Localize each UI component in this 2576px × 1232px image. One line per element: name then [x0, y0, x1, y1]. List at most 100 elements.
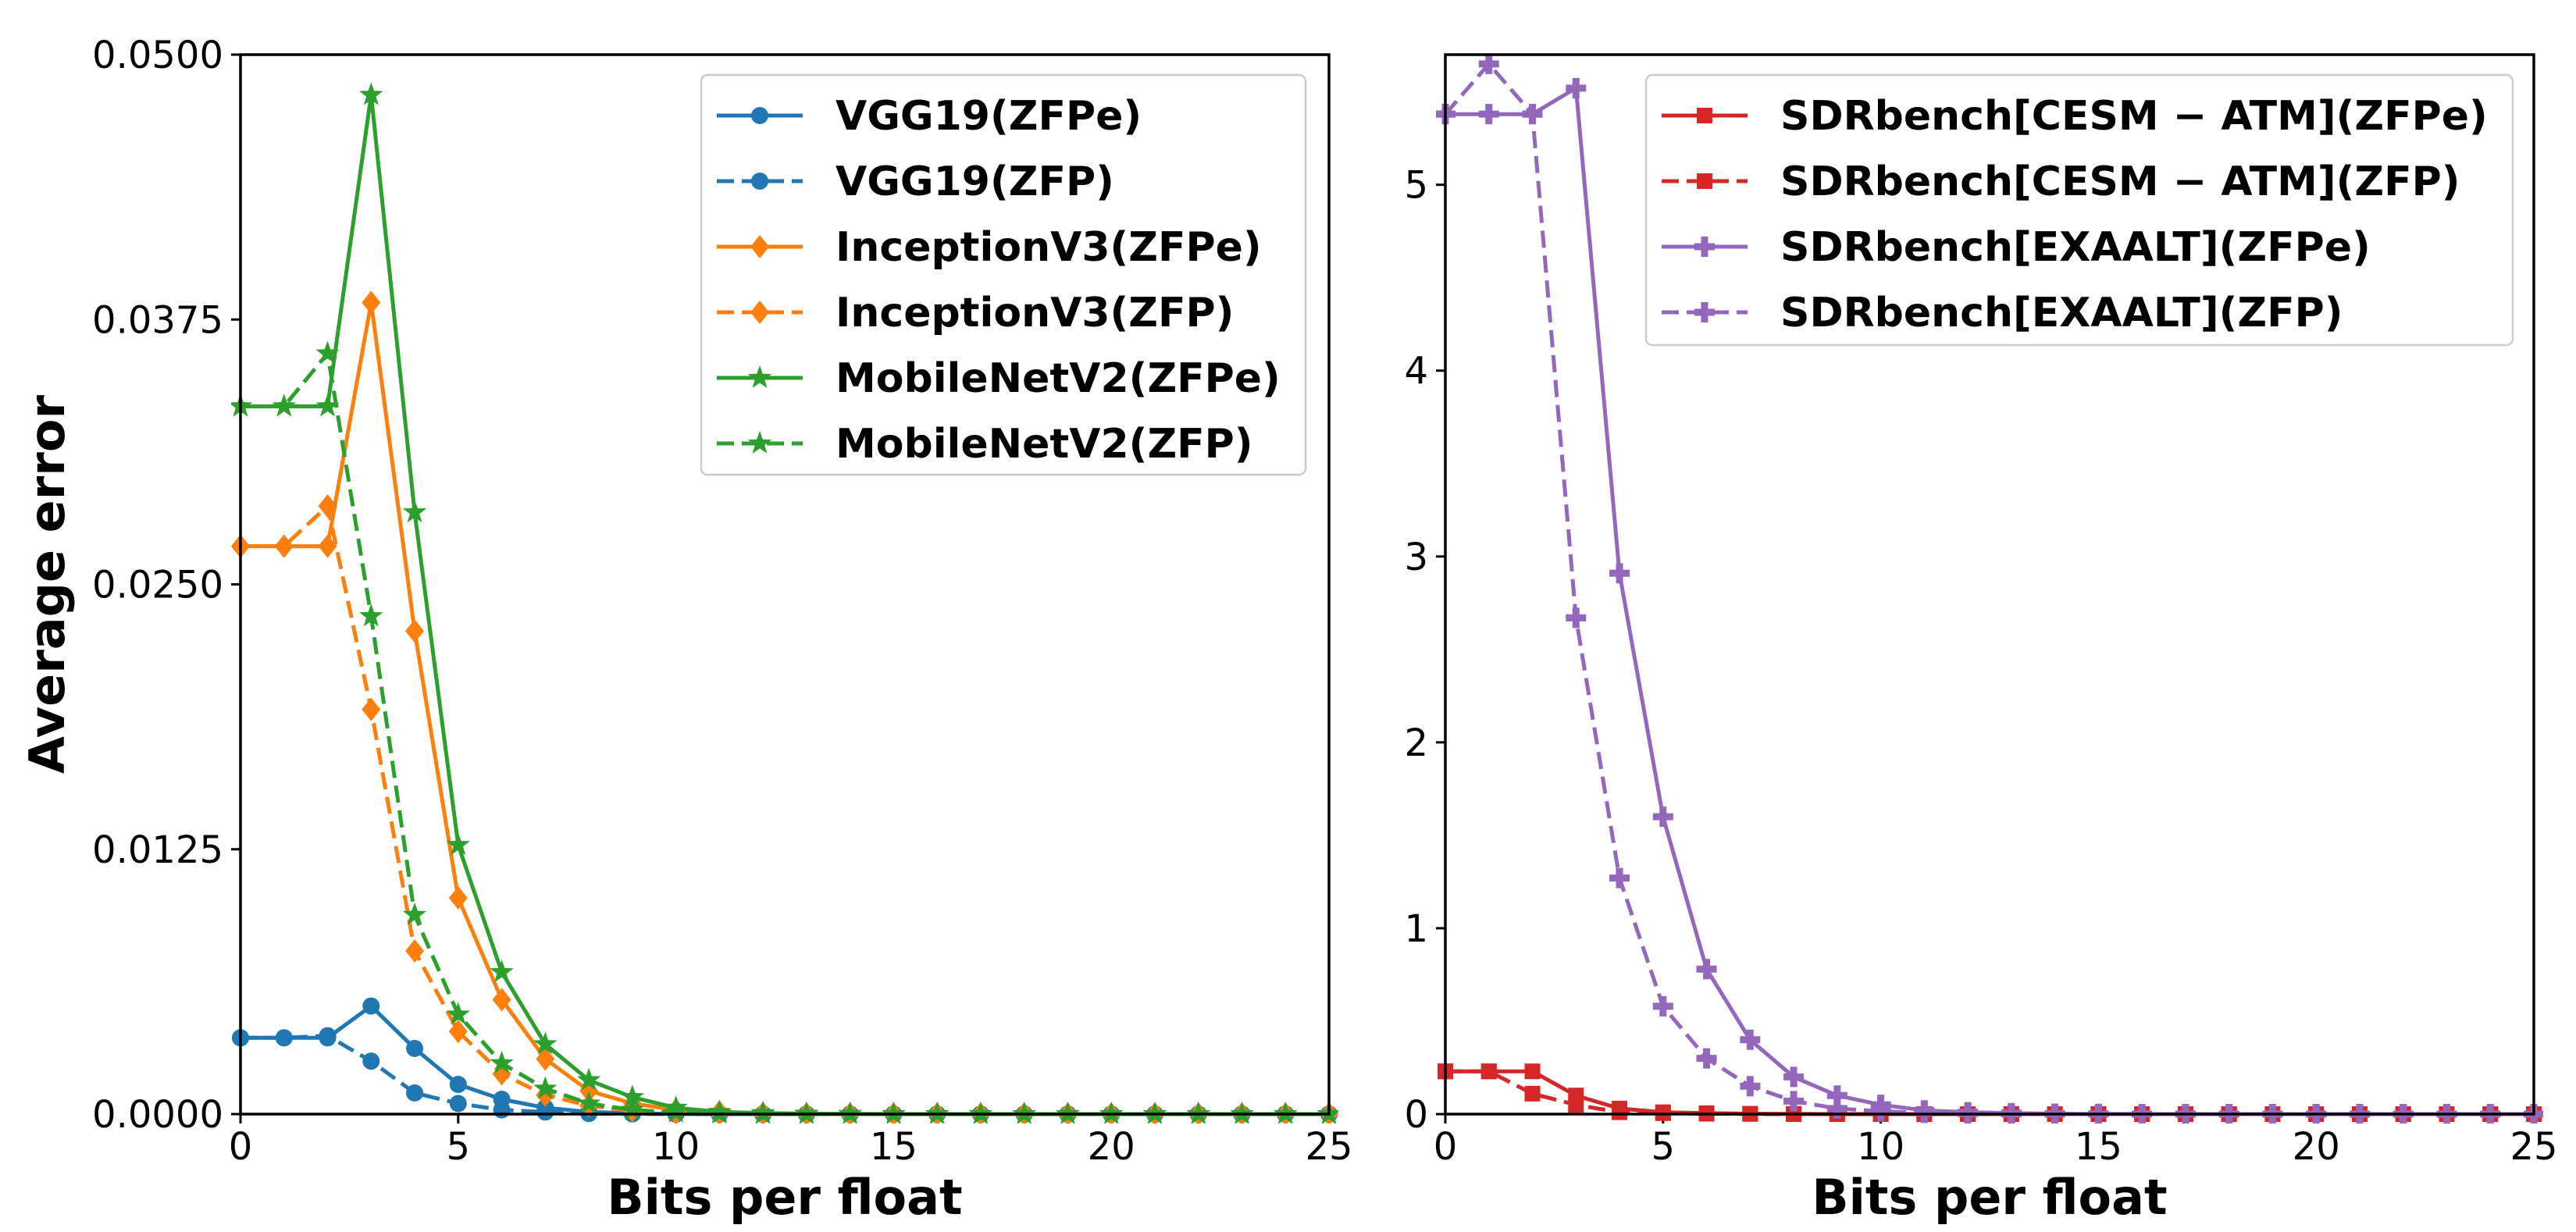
y-tick-label: 0.0375: [92, 298, 223, 342]
series-2: [232, 1027, 1338, 1123]
legend: SDRbench[CESM − ATM](ZFPe) SDRbench[CESM …: [1644, 73, 2514, 347]
data-point: [490, 1050, 514, 1074]
data-point: [1186, 1102, 1210, 1123]
data-point: [925, 1102, 950, 1123]
series-line: [1445, 1069, 2534, 1116]
y-tick-label: 0.0000: [92, 1093, 223, 1137]
legend-label: SDRbench[CESM − ATM](ZFPe): [1780, 93, 2488, 140]
data-point: [1652, 995, 1673, 1017]
data-point: [1870, 1101, 1891, 1122]
legend-item: VGG19(ZFP): [717, 158, 1114, 205]
data-point: [449, 1076, 467, 1094]
data-point: [1783, 1066, 1805, 1088]
data-point: [1142, 1102, 1167, 1123]
data-point: [448, 886, 468, 910]
data-point: [536, 1047, 555, 1071]
legend-marker: [747, 365, 772, 388]
data-point: [1522, 104, 1543, 125]
data-point: [750, 1101, 775, 1123]
data-point: [1478, 104, 1499, 125]
data-point: [1478, 53, 1499, 74]
data-point: [1480, 1063, 1497, 1080]
legend-item: SDRbench[EXAALT](ZFPe): [1662, 224, 2371, 271]
y-tick-label: 0.0250: [92, 564, 223, 607]
legend-label: SDRbench[EXAALT](ZFP): [1780, 290, 2343, 336]
x-tick-label: 20: [2293, 1125, 2340, 1169]
data-point: [620, 1097, 645, 1120]
y-tick-label: 5: [1404, 164, 1428, 208]
data-point: [315, 340, 340, 364]
data-point: [1696, 1048, 1717, 1069]
plot-frame: [239, 53, 1331, 1116]
data-point: [405, 619, 425, 643]
x-axis-label: Bits per float: [607, 1169, 962, 1226]
data-point: [406, 1039, 424, 1057]
legend-label: VGG19(ZFP): [836, 158, 1114, 205]
y-tick-label: 3: [1404, 536, 1428, 579]
data-point: [1566, 607, 1587, 628]
data-point: [275, 1029, 293, 1047]
data-point: [620, 1084, 645, 1108]
data-point: [882, 1102, 906, 1123]
data-point: [838, 1102, 862, 1123]
y-tick-label: 0.0500: [92, 34, 223, 77]
data-point: [448, 1020, 468, 1044]
data-point: [319, 1027, 337, 1045]
data-point: [359, 604, 383, 627]
data-point: [406, 1084, 424, 1102]
legend-label: MobileNetV2(ZFP): [836, 421, 1253, 468]
data-point: [318, 534, 337, 558]
data-point: [490, 960, 514, 983]
legend-marker: [1697, 173, 1712, 189]
data-point: [274, 534, 294, 558]
data-point: [576, 1091, 601, 1114]
legend-item: SDRbench[EXAALT](ZFP): [1662, 290, 2343, 336]
data-point: [1012, 1102, 1036, 1123]
chart-panel-1: 0 5 10 15 20 25 0.0000 0.0125 0.0250 0.0375 0.0500…: [19, 34, 1353, 1226]
legend-item: InceptionV3(ZFPe): [717, 224, 1262, 271]
x-tick-label: 10: [652, 1125, 700, 1169]
y-axis-label: Average error: [19, 395, 76, 774]
data-point: [446, 1002, 470, 1025]
data-point: [362, 997, 380, 1015]
series-line: [240, 1034, 1329, 1116]
plot-frame: [1444, 53, 2535, 1116]
data-point: [536, 1103, 554, 1121]
legend-marker: [1697, 108, 1712, 123]
x-tick-label: 0: [1434, 1125, 1458, 1169]
x-tick-label: 25: [2510, 1125, 2557, 1169]
data-point: [492, 988, 511, 1012]
data-point: [402, 902, 427, 925]
y-tick-label: 2: [1404, 721, 1428, 765]
data-point: [272, 393, 296, 417]
x-tick-label: 10: [1857, 1125, 1904, 1169]
x-tick-label: 15: [2075, 1125, 2122, 1169]
data-point: [533, 1031, 558, 1055]
legend-label: VGG19(ZFPe): [836, 93, 1142, 140]
legend: VGG19(ZFPe) VGG19(ZFP) InceptionV3(ZFPe) In…: [700, 73, 1307, 476]
data-point: [1740, 1029, 1761, 1050]
legend-label: SDRbench[EXAALT](ZFPe): [1780, 224, 2371, 271]
y-tick-label: 0.0125: [92, 828, 223, 872]
x-tick-label: 20: [1088, 1125, 1135, 1169]
data-point: [794, 1102, 819, 1123]
legend-item: VGG19(ZFPe): [717, 93, 1142, 140]
data-point: [1652, 806, 1673, 828]
data-point: [315, 393, 340, 417]
x-tick-label: 5: [447, 1125, 471, 1169]
data-point: [446, 832, 470, 856]
data-point: [1230, 1102, 1254, 1123]
data-point: [362, 697, 381, 721]
x-tick-label: 25: [1305, 1125, 1352, 1169]
legend-marker: [1694, 302, 1715, 322]
series-1: [232, 997, 1338, 1123]
data-point: [1783, 1091, 1805, 1112]
chart-panel-2: 0 5 10 15 20 25 0 1 2 3 4 5 Bits per float SDRbench[C…: [1404, 53, 2558, 1226]
legend-label: SDRbench[CESM − ATM](ZFP): [1780, 158, 2460, 205]
series-line: [240, 504, 1329, 1116]
data-point: [1524, 1063, 1541, 1080]
legend-item: MobileNetV2(ZFP): [717, 421, 1253, 468]
legend-marker: [1694, 237, 1715, 257]
y-tick-label: 0: [1404, 1093, 1428, 1137]
